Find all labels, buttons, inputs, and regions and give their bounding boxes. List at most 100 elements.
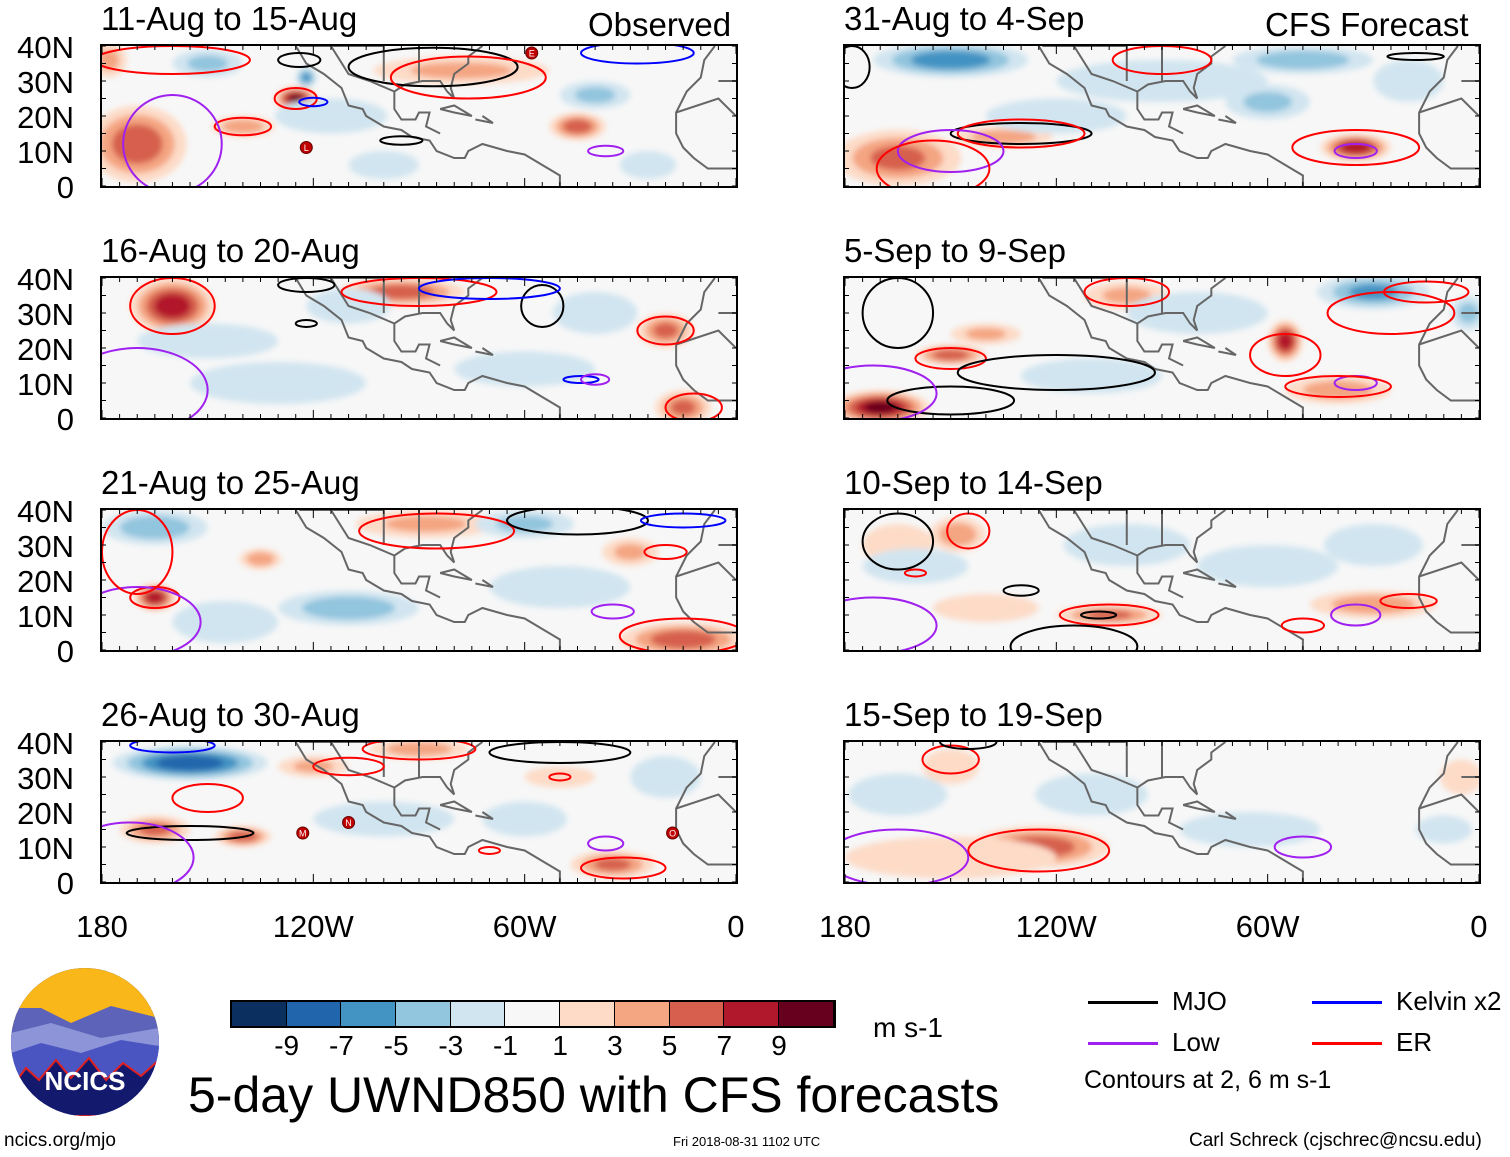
- kelvin-contour: [639, 512, 727, 529]
- low-contour: [580, 373, 611, 386]
- legend-label: Low: [1172, 1027, 1220, 1057]
- mjo-contour: [949, 122, 1093, 145]
- lon-label: 0: [727, 909, 745, 944]
- coastline: [1418, 46, 1479, 170]
- coastline: [1042, 46, 1138, 93]
- map-panel: [843, 44, 1481, 188]
- anomaly-map: M N O: [102, 742, 736, 882]
- lon-label: 180: [76, 909, 128, 944]
- coastline: [1418, 278, 1479, 402]
- anomaly-shading: [1277, 331, 1293, 351]
- colorbar-label: 5: [661, 1030, 678, 1061]
- anomaly-map: [102, 278, 736, 418]
- coastline: [475, 115, 494, 124]
- mjo-contour: [125, 825, 255, 841]
- colorbar-swatch: [614, 1002, 670, 1026]
- lat-label: 40N: [17, 726, 74, 761]
- coastline: [675, 329, 736, 349]
- low-contour: [845, 828, 970, 882]
- mjo-contour: [347, 46, 519, 88]
- anomaly-shading: [385, 515, 467, 533]
- coastline: [1136, 742, 1226, 831]
- contour-note: Contours at 2, 6 m s-1: [1084, 1066, 1332, 1094]
- anomaly-shading: [496, 515, 554, 533]
- anomaly-shading: [1440, 759, 1479, 795]
- anomaly-map: [845, 278, 1479, 418]
- lon-label: 120W: [1015, 909, 1097, 944]
- mjo-contour: [277, 278, 336, 293]
- forecast-label: CFS Forecast: [1265, 6, 1469, 43]
- mjo-contour: [1009, 624, 1139, 650]
- anomaly-shading: [368, 284, 434, 300]
- panel-title: 16-Aug to 20-Aug: [101, 232, 360, 269]
- coastline: [1418, 793, 1479, 813]
- anomaly-shading: [653, 322, 678, 339]
- lat-label: 10N: [17, 599, 74, 634]
- mjo-contour: [506, 510, 649, 536]
- coastline: [1136, 278, 1226, 367]
- anomaly-shading: [985, 98, 1127, 134]
- coastline: [299, 46, 395, 93]
- colorbar-label: -9: [274, 1030, 300, 1061]
- coastline: [1136, 46, 1226, 135]
- er-contour: [102, 510, 174, 595]
- coastline: [313, 510, 385, 545]
- coastline: [1418, 742, 1479, 866]
- er-contour: [477, 846, 502, 855]
- low-contour: [587, 835, 625, 852]
- panel-title: 26-Aug to 30-Aug: [101, 696, 360, 733]
- tropical-cyclone-icon: O: [666, 826, 680, 840]
- mjo-contour: [939, 742, 998, 750]
- coastline: [1056, 278, 1128, 313]
- er-contour: [1280, 617, 1326, 634]
- coastline: [1182, 568, 1216, 581]
- anomaly-shading: [1035, 773, 1148, 816]
- observed-label: Observed: [588, 6, 732, 43]
- anomaly-shading: [111, 124, 163, 164]
- lat-label: 20N: [17, 564, 74, 599]
- website-link[interactable]: ncics.org/mjo: [4, 1130, 116, 1151]
- map-panel: M N O: [100, 740, 738, 884]
- mjo-contour: [277, 52, 322, 68]
- coastline: [294, 46, 561, 186]
- coastline: [393, 742, 483, 831]
- coastline: [675, 510, 736, 634]
- colorbar-label: 1: [552, 1030, 568, 1061]
- coastline: [475, 811, 494, 820]
- er-contour: [1249, 333, 1322, 377]
- anomaly-shading: [1373, 60, 1444, 102]
- anomaly-map: [102, 510, 736, 650]
- tropical-cyclone-icon: L: [299, 141, 313, 154]
- er-contour: [129, 278, 216, 335]
- coastline: [675, 793, 736, 813]
- panel-title: 5-Sep to 9-Sep: [844, 232, 1066, 269]
- low-contour: [845, 596, 938, 650]
- colorbar-swatch: [341, 1002, 397, 1026]
- lon-label: 120W: [272, 909, 354, 944]
- anomaly-shading: [119, 515, 190, 540]
- colorbar-swatch: [232, 1002, 287, 1026]
- colorbar-swatch: [560, 1002, 615, 1026]
- panel-title: 10-Sep to 14-Sep: [844, 464, 1103, 501]
- coastline: [439, 336, 473, 349]
- anomaly-shading: [922, 749, 979, 784]
- anomaly-map: [845, 742, 1479, 882]
- coastline: [475, 347, 494, 356]
- er-contour: [664, 392, 723, 418]
- coastline: [439, 104, 473, 117]
- mjo-contour: [488, 742, 632, 764]
- anomaly-shading: [1303, 380, 1373, 400]
- mjo-contour: [294, 319, 318, 328]
- coastline: [1037, 742, 1304, 882]
- mjo-contour: [861, 278, 935, 349]
- anomaly-shading: [670, 399, 696, 416]
- coastline: [299, 278, 395, 325]
- anomaly-shading: [574, 86, 616, 104]
- anomaly-shading: [1415, 815, 1472, 844]
- er-contour: [171, 783, 244, 813]
- legend-label: Kelvin x2: [1396, 986, 1502, 1016]
- anomaly-shading: [970, 130, 1037, 144]
- coastline: [299, 742, 395, 789]
- map-panel: [100, 276, 738, 420]
